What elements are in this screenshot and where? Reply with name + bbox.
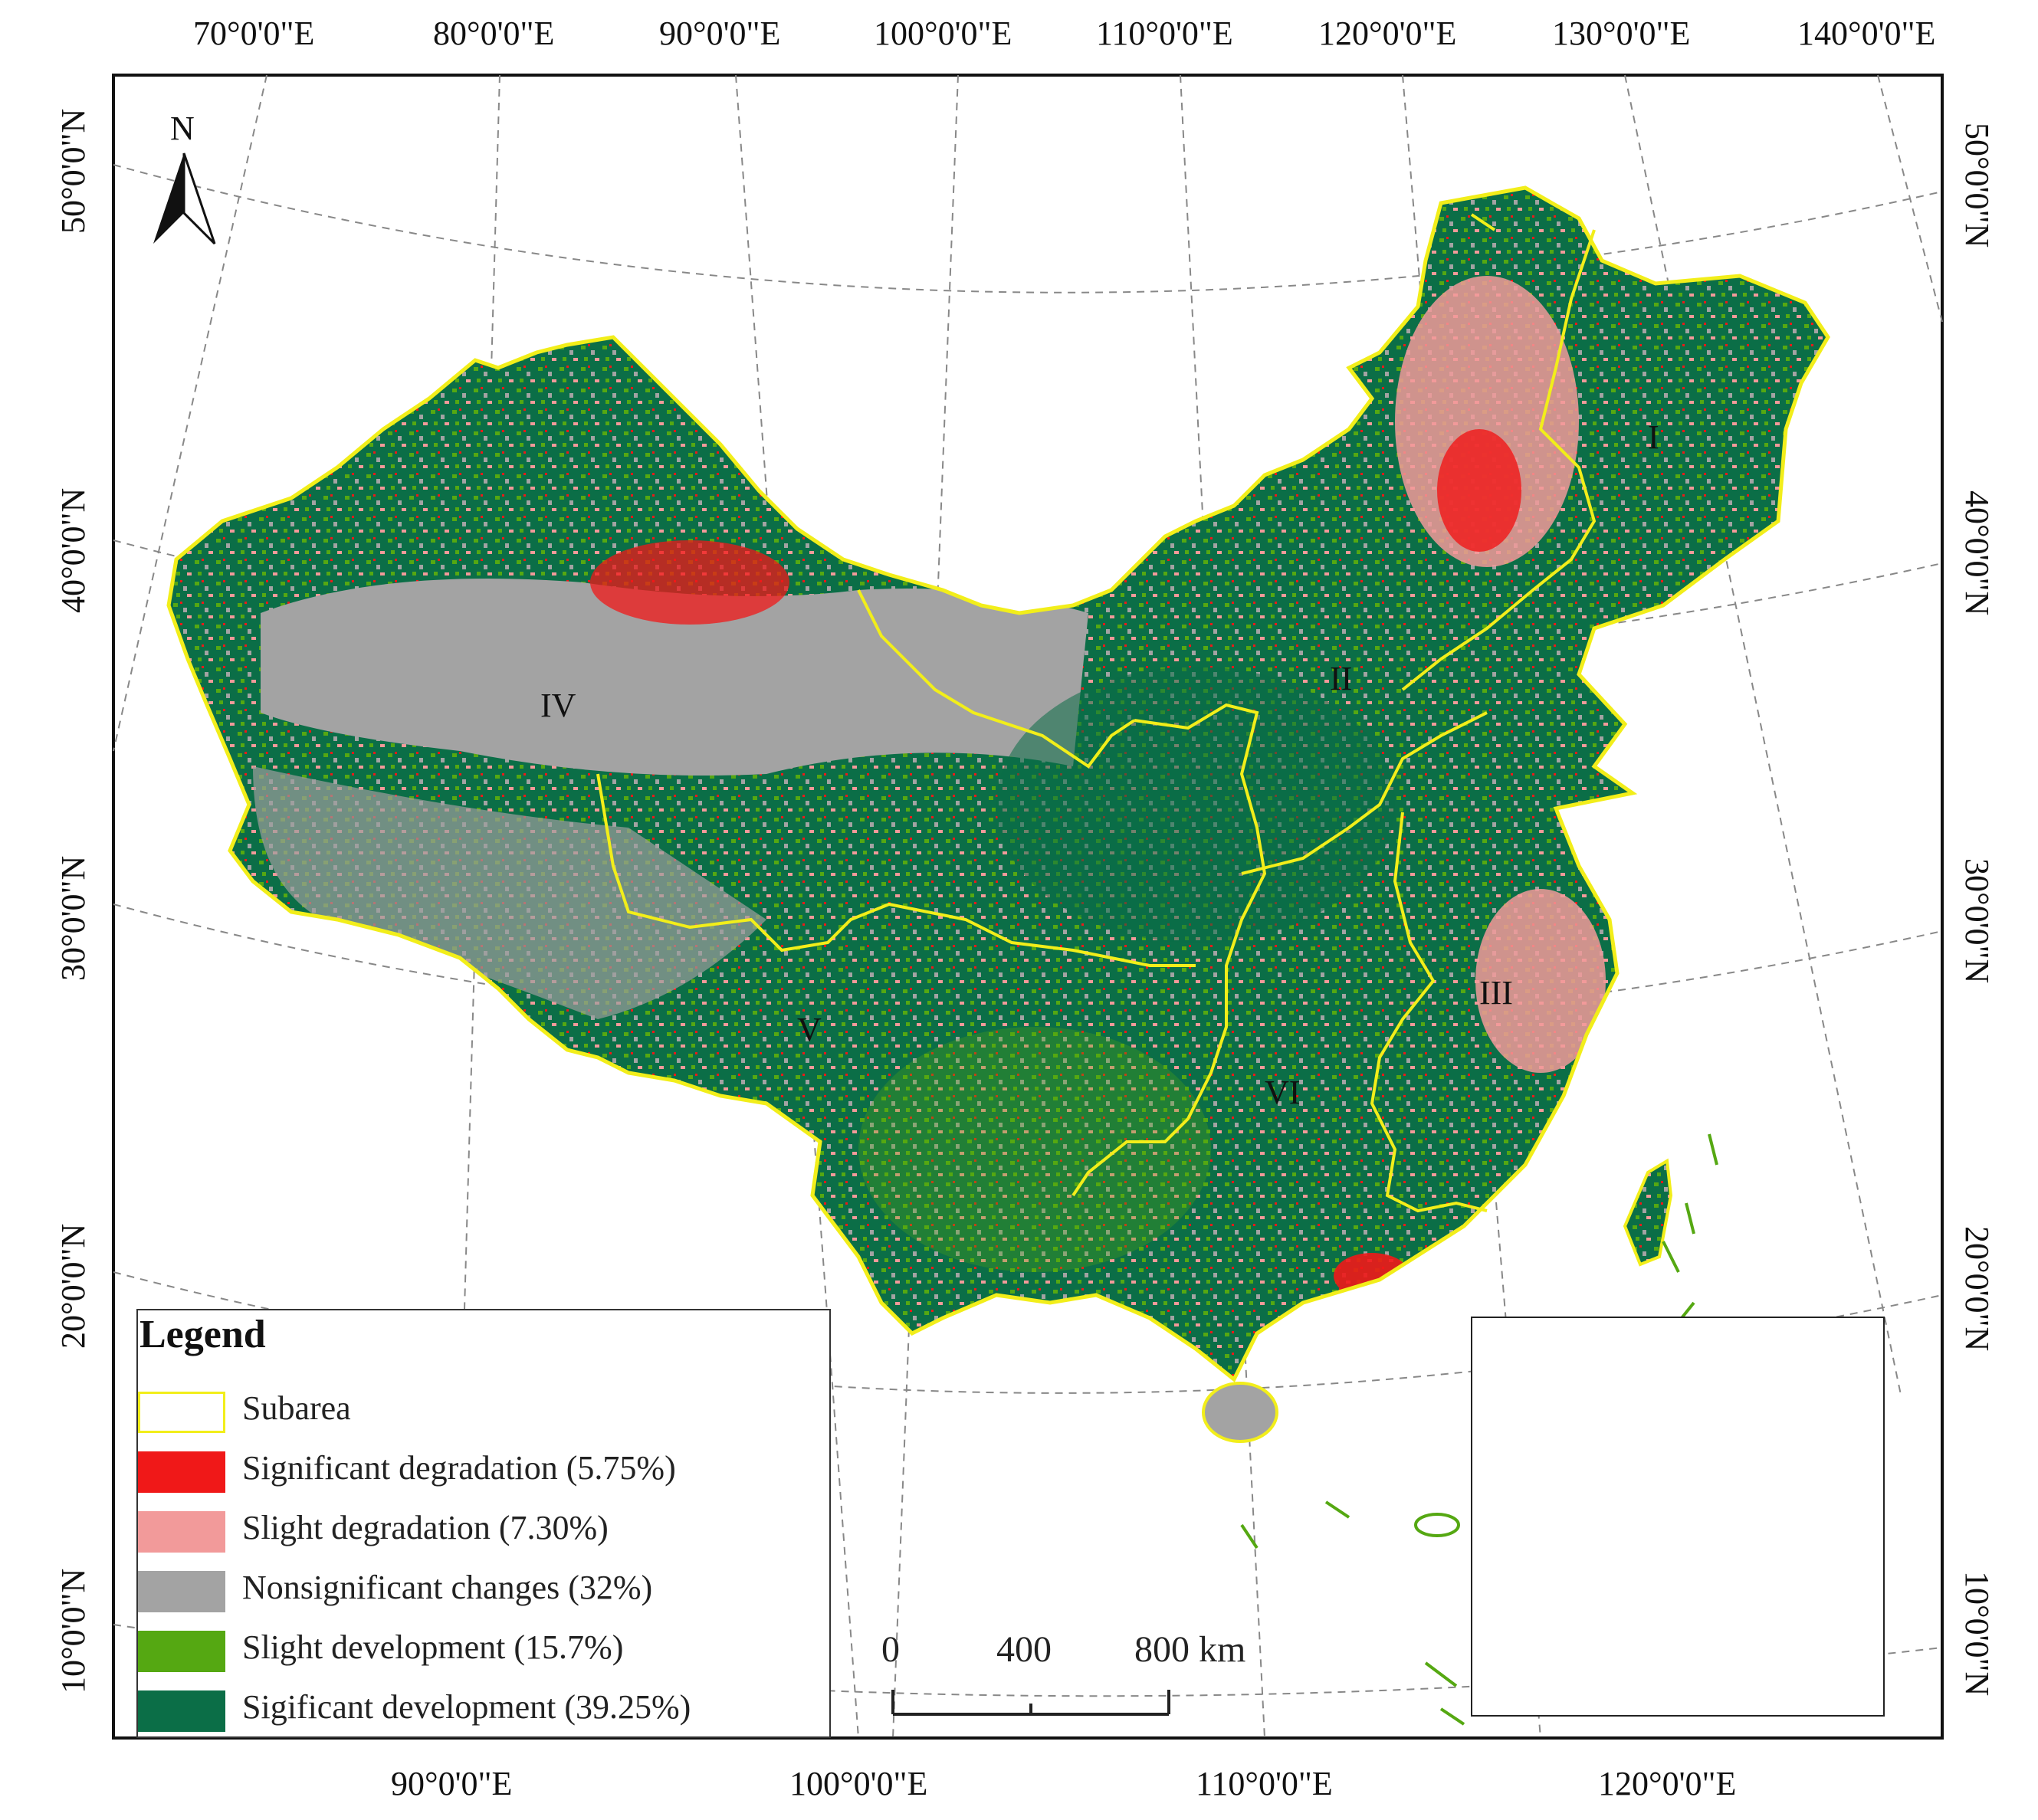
region-label-iv: IV: [540, 687, 576, 724]
legend-title: Legend: [139, 1313, 266, 1356]
hainan-island: [1202, 1382, 1278, 1443]
lon-label-top: 70°0'0"E: [193, 15, 314, 52]
legend-swatch: [138, 1571, 225, 1612]
southwest-green-zone: [858, 1027, 1211, 1272]
lat-label-right: 30°0'0"N: [1958, 858, 1996, 983]
legend-label: Sigificant development (39.25%): [242, 1688, 691, 1726]
subarea-boundaries: [596, 213, 1597, 1213]
lon-label-top: 130°0'0"E: [1552, 15, 1690, 52]
legend-swatch: [138, 1690, 225, 1732]
legend-item-significant-development: Sigificant development (39.25%): [138, 1683, 828, 1738]
region-label-vi: VI: [1265, 1074, 1300, 1111]
legend-item-subarea: Subarea: [138, 1384, 828, 1439]
legend-label: Significant degradation (5.75%): [242, 1449, 676, 1487]
north-arrow: N: [153, 110, 216, 245]
north-arrow-label: N: [170, 110, 195, 147]
scale-bar: 0 400 800 km: [874, 1628, 1303, 1728]
legend-item-slight-development: Slight development (15.7%): [138, 1623, 828, 1678]
legend-swatch: [138, 1631, 225, 1672]
legend-item-nonsignificant-changes: Nonsignificant changes (32%): [138, 1563, 828, 1618]
east-china-degradation-zone: [1475, 889, 1606, 1073]
region-label-iii: III: [1479, 974, 1513, 1012]
inset-frame: [1471, 1317, 1885, 1717]
lat-label-right: 20°0'0"N: [1958, 1226, 1996, 1351]
lon-label-top: 110°0'0"E: [1096, 15, 1233, 52]
lon-label-top: 100°0'0"E: [874, 15, 1012, 52]
taiwan-island: [1623, 1158, 1673, 1267]
lon-label-top: 120°0'0"E: [1318, 15, 1456, 52]
scale-label-0: 0: [881, 1629, 900, 1670]
region-label-v: V: [797, 1011, 822, 1048]
lat-label-right: 40°0'0"N: [1958, 490, 1996, 615]
lat-label-left: 50°0'0"N: [54, 109, 92, 234]
region-label-i: I: [1648, 418, 1659, 456]
lon-label-bottom: 90°0'0"E: [391, 1765, 512, 1802]
xinjiang-red-zone: [590, 540, 789, 625]
lat-label-left: 40°0'0"N: [54, 488, 92, 613]
legend-swatch: [138, 1392, 225, 1433]
central-green-zone: [996, 667, 1395, 943]
lat-label-right: 10°0'0"N: [1958, 1571, 1996, 1696]
lon-label-bottom: 120°0'0"E: [1598, 1765, 1736, 1802]
qinghai-tibet-gray-zone: [253, 766, 766, 1019]
legend-label: Slight degradation (7.30%): [242, 1509, 609, 1546]
lon-label-bottom: 110°0'0"E: [1196, 1765, 1333, 1802]
scale-bar-line: [891, 1690, 1170, 1716]
lon-label-top: 90°0'0"E: [659, 15, 780, 52]
lat-label-left: 20°0'0"N: [54, 1224, 92, 1349]
lon-label-bottom: 100°0'0"E: [789, 1765, 927, 1802]
region-label-ii: II: [1330, 660, 1352, 697]
legend-swatch: [138, 1511, 225, 1553]
lat-label-right: 50°0'0"N: [1958, 123, 1996, 248]
legend-item-significant-degradation: Significant degradation (5.75%): [138, 1444, 828, 1499]
lon-label-top: 80°0'0"E: [433, 15, 554, 52]
lat-label-left: 30°0'0"N: [54, 856, 92, 981]
lat-label-left: 10°0'0"N: [54, 1569, 92, 1694]
legend-swatch: [138, 1451, 225, 1493]
scale-label-400: 400: [996, 1629, 1052, 1670]
inner-mongolia-red-zone: [1437, 429, 1521, 552]
legend-label: Subarea: [242, 1389, 351, 1427]
lon-label-top: 140°0'0"E: [1797, 15, 1935, 52]
legend-panel: Legend Subarea Significant degradation (…: [136, 1309, 831, 1738]
tarim-basin-gray-zone: [261, 579, 1088, 776]
scale-label-800: 800 km: [1134, 1629, 1246, 1670]
legend-label: Nonsignificant changes (32%): [242, 1569, 653, 1606]
legend-item-slight-degradation: Slight degradation (7.30%): [138, 1504, 828, 1559]
china-landmass: [169, 188, 1828, 1379]
legend-label: Slight development (15.7%): [242, 1628, 624, 1666]
